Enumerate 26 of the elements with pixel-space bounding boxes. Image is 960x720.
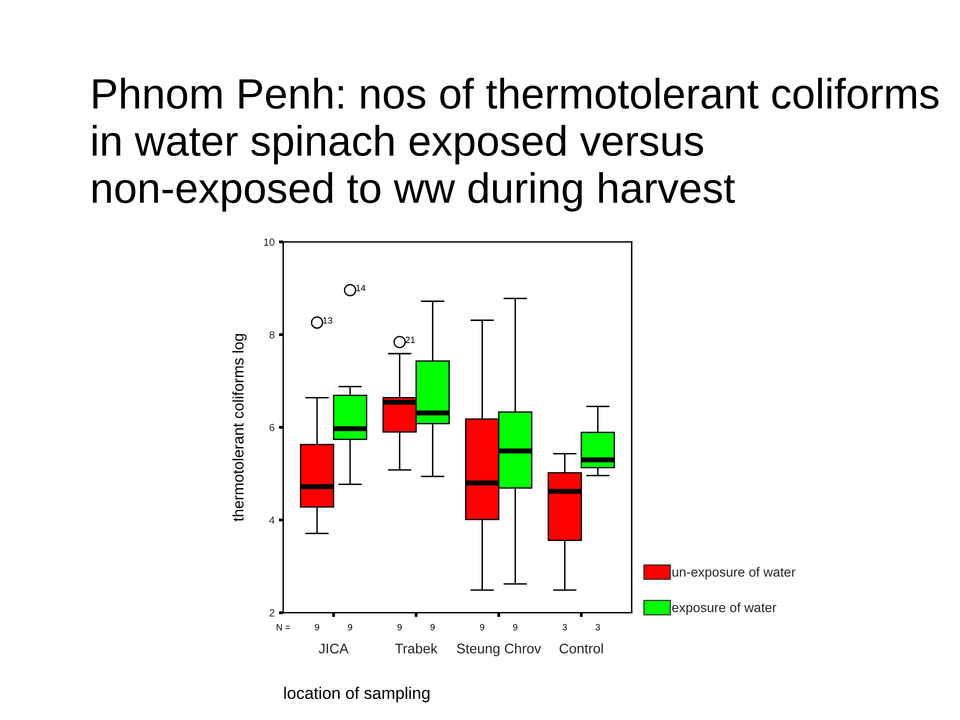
chart-title: Phnom Penh: nos of thermotolerant coliforms in water spinach exposed versus non-exposed to ww during harvest [92, 78, 938, 212]
y-axis-title: thermotolerant coliforms log [232, 334, 247, 522]
text: 3 [596, 624, 600, 630]
y-tick-label: 4 [269, 516, 275, 524]
y-tick-label: 6 [270, 424, 274, 432]
text: 9 [513, 624, 518, 630]
text: 9 [398, 624, 402, 630]
text: 9 [314, 624, 320, 630]
legend-label: exposure of water [672, 602, 776, 615]
text: 9 [480, 624, 484, 630]
x-tick-label: Control [560, 643, 603, 654]
text: 3 [562, 624, 567, 630]
x-tick-label: JICA [318, 644, 349, 654]
y-tick-label: 8 [270, 331, 274, 338]
annotation: 21 [406, 336, 415, 343]
text: 9 [348, 624, 352, 630]
text: N = [276, 624, 290, 630]
y-tick-label: 2 [270, 609, 274, 616]
text: 9 [430, 624, 435, 630]
annotation: 14 [356, 284, 366, 292]
y-tick-label: 10 [264, 238, 274, 246]
legend-label: un-exposure of water [672, 567, 796, 580]
annotation: 13 [323, 317, 332, 324]
x-tick-label: Steung Chrov [456, 643, 542, 656]
x-axis-title: location of sampling [284, 686, 430, 702]
x-tick-label: Trabek [395, 643, 438, 654]
